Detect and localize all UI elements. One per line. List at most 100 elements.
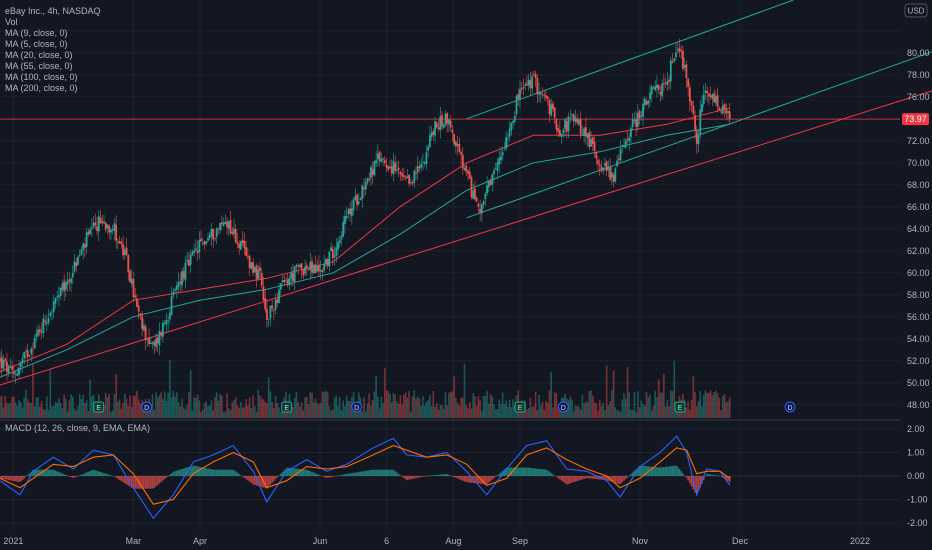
candle-body[interactable] xyxy=(246,256,249,258)
candle-body[interactable] xyxy=(441,115,443,127)
candle-body[interactable] xyxy=(7,365,10,374)
candle-body[interactable] xyxy=(227,221,230,229)
candle-body[interactable] xyxy=(347,209,350,215)
candle-body[interactable] xyxy=(636,112,639,127)
candle-body[interactable] xyxy=(212,228,215,240)
candle-body[interactable] xyxy=(30,348,33,354)
candle-body[interactable] xyxy=(172,291,175,296)
candle-body[interactable] xyxy=(721,105,724,114)
candle-body[interactable] xyxy=(319,269,322,272)
candle-body[interactable] xyxy=(113,223,116,232)
candle-body[interactable] xyxy=(553,107,556,118)
candle-body[interactable] xyxy=(354,195,357,200)
candle-body[interactable] xyxy=(158,330,161,346)
candle-body[interactable] xyxy=(619,148,622,161)
earnings-marker-icon[interactable] xyxy=(93,401,105,413)
candle-body[interactable] xyxy=(330,247,332,251)
candle-body[interactable] xyxy=(318,264,320,272)
candle-body[interactable] xyxy=(370,167,372,178)
candle-body[interactable] xyxy=(519,89,521,100)
candle-body[interactable] xyxy=(664,82,667,84)
candle-body[interactable] xyxy=(111,229,114,231)
candle-body[interactable] xyxy=(243,240,246,249)
candle-body[interactable] xyxy=(349,208,352,215)
candle-body[interactable] xyxy=(709,95,712,98)
candle-body[interactable] xyxy=(569,116,572,118)
candle-body[interactable] xyxy=(591,137,594,144)
candle-body[interactable] xyxy=(37,329,40,336)
candle-body[interactable] xyxy=(416,166,419,173)
candle-body[interactable] xyxy=(215,228,218,238)
dividend-marker-icon[interactable] xyxy=(141,401,153,413)
candle-body[interactable] xyxy=(522,87,525,89)
candle-body[interactable] xyxy=(59,287,62,297)
candle-body[interactable] xyxy=(174,289,176,291)
candle-body[interactable] xyxy=(248,255,251,269)
candle-body[interactable] xyxy=(610,172,613,178)
candle-body[interactable] xyxy=(479,208,482,213)
candle-body[interactable] xyxy=(226,221,228,228)
candle-body[interactable] xyxy=(148,337,150,344)
earnings-marker-icon[interactable] xyxy=(674,401,686,413)
candle-body[interactable] xyxy=(290,272,293,279)
candle-body[interactable] xyxy=(18,368,20,375)
candle-body[interactable] xyxy=(673,58,676,62)
candle-body[interactable] xyxy=(104,222,107,230)
candle-body[interactable] xyxy=(501,152,504,156)
candle-body[interactable] xyxy=(274,299,277,310)
candle-body[interactable] xyxy=(493,170,495,175)
candle-body[interactable] xyxy=(9,365,12,367)
candle-body[interactable] xyxy=(713,93,716,102)
candle-body[interactable] xyxy=(33,337,36,349)
candle-body[interactable] xyxy=(54,298,57,304)
candle-body[interactable] xyxy=(262,286,265,301)
candle-body[interactable] xyxy=(640,115,643,117)
candle-body[interactable] xyxy=(63,281,66,292)
candle-body[interactable] xyxy=(233,228,235,235)
candle-body[interactable] xyxy=(500,156,502,161)
candle-body[interactable] xyxy=(565,121,568,132)
candle-body[interactable] xyxy=(387,166,390,170)
candle-body[interactable] xyxy=(66,280,69,285)
candle-body[interactable] xyxy=(605,161,608,171)
candle-body[interactable] xyxy=(420,164,423,168)
candle-body[interactable] xyxy=(661,83,664,97)
candle-body[interactable] xyxy=(654,86,657,91)
candle-body[interactable] xyxy=(272,310,275,312)
candle-body[interactable] xyxy=(85,232,88,247)
candle-body[interactable] xyxy=(253,267,256,273)
candle-body[interactable] xyxy=(120,241,123,244)
candle-body[interactable] xyxy=(517,94,520,99)
candle-body[interactable] xyxy=(177,282,180,288)
candle-body[interactable] xyxy=(662,83,665,85)
candle-body[interactable] xyxy=(368,178,371,180)
candle-body[interactable] xyxy=(444,113,447,126)
candle-body[interactable] xyxy=(630,128,632,138)
candle-body[interactable] xyxy=(694,115,696,131)
candle-body[interactable] xyxy=(38,329,41,333)
candle-body[interactable] xyxy=(425,152,428,165)
candle-body[interactable] xyxy=(295,264,298,267)
candle-body[interactable] xyxy=(688,87,691,102)
candle-body[interactable] xyxy=(129,270,131,283)
candle-body[interactable] xyxy=(524,84,527,86)
candle-body[interactable] xyxy=(203,241,206,245)
candle-body[interactable] xyxy=(153,341,156,346)
candle-body[interactable] xyxy=(392,160,395,175)
candle-body[interactable] xyxy=(285,281,287,283)
candle-body[interactable] xyxy=(512,120,514,123)
candle-body[interactable] xyxy=(324,259,327,265)
candle-body[interactable] xyxy=(64,282,67,290)
candle-body[interactable] xyxy=(342,221,345,237)
candle-body[interactable] xyxy=(520,87,523,90)
candle-body[interactable] xyxy=(397,167,400,170)
candle-body[interactable] xyxy=(706,91,709,94)
candle-body[interactable] xyxy=(564,119,566,129)
candle-body[interactable] xyxy=(718,107,721,111)
candle-body[interactable] xyxy=(526,83,528,86)
candle-body[interactable] xyxy=(75,262,78,267)
candle-body[interactable] xyxy=(186,259,189,262)
candle-body[interactable] xyxy=(399,171,402,174)
